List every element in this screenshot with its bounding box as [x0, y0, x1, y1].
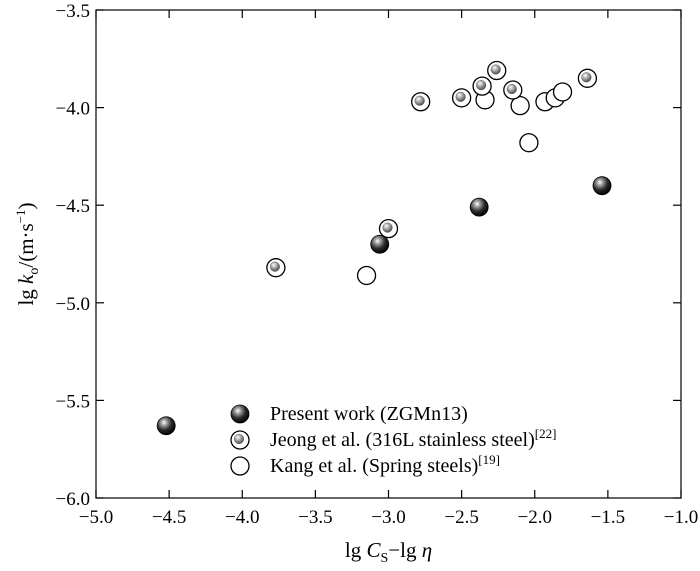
x-axis-label: lg CS−lg η: [345, 538, 432, 566]
x-tick-label: −2.5: [444, 507, 478, 528]
data-point: [451, 88, 472, 108]
data-points: [156, 60, 612, 436]
data-point: [356, 265, 377, 286]
y-tick-label: −5.0: [56, 294, 90, 315]
data-point: [411, 92, 431, 112]
x-tick-label: −3.0: [371, 507, 405, 528]
x-tick-label: −4.5: [152, 507, 186, 528]
y-axis-label: lg ko/(m·s−1): [13, 202, 42, 305]
y-tick-label: −5.5: [56, 391, 90, 412]
y-tick-label: −6.0: [56, 489, 90, 510]
y-tick-label: −4.5: [56, 196, 90, 217]
x-tick-label: −5.0: [79, 507, 113, 528]
data-point: [378, 218, 399, 239]
legend: Present work (ZGMn13)Jeong et al. (316L …: [230, 403, 556, 477]
x-tick-label: −1.0: [664, 507, 698, 528]
data-point: [592, 176, 612, 196]
legend-marker: [230, 404, 250, 424]
data-point: [510, 95, 530, 116]
data-point: [156, 416, 176, 436]
data-point: [503, 80, 523, 100]
y-tick-label: −3.5: [56, 1, 90, 22]
data-point: [577, 68, 598, 88]
x-tick-label: −3.5: [298, 507, 332, 528]
data-point: [487, 60, 507, 81]
legend-entry: Jeong et al. (316L stainless steel)[22]: [270, 426, 556, 451]
data-point: [370, 234, 390, 254]
x-tick-label: −4.0: [225, 507, 259, 528]
data-point: [552, 82, 573, 102]
data-point: [472, 76, 492, 96]
data-point: [469, 197, 489, 217]
legend-entry: Kang et al. (Spring steels)[19]: [270, 452, 500, 477]
legend-entry: Present work (ZGMn13): [270, 403, 468, 425]
x-tick-label: −2.0: [518, 507, 552, 528]
axis-ticks: [95, 9, 682, 499]
axis-tick-labels: −5.0 −4.5 −4.0 −3.5 −3.0 −2.5 −2.0 −1.5 −1.0 −6.0…: [56, 1, 699, 528]
data-point: [519, 133, 539, 153]
data-point: [266, 258, 286, 278]
y-tick-label: −4.0: [56, 99, 90, 120]
legend-marker: [230, 430, 250, 450]
x-tick-label: −1.5: [591, 507, 625, 528]
legend-marker: [230, 456, 250, 476]
